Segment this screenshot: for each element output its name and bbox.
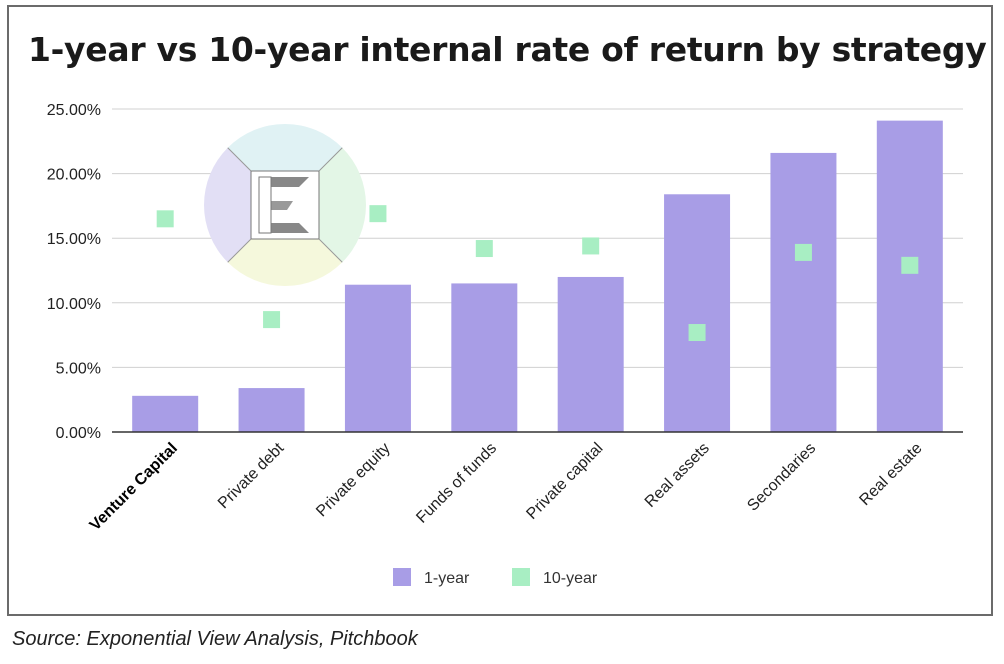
y-tick-label: 25.00%: [47, 102, 101, 119]
y-tick-label: 5.00%: [56, 360, 101, 377]
bar-1year: [664, 194, 731, 432]
y-tick-label: 10.00%: [47, 296, 101, 313]
y-tick-label: 20.00%: [47, 167, 101, 184]
bar-1year: [132, 395, 199, 432]
logo-diagonal: [227, 238, 252, 263]
legend-label-10year: 10-year: [543, 570, 598, 587]
y-axis-ticks: 0.00% 5.00% 10.00% 15.00% 20.00% 25.00%: [47, 102, 101, 442]
logo-segment-right: [285, 147, 366, 263]
marker-10year: [582, 237, 600, 255]
legend-swatch-10year: [512, 568, 530, 586]
chart-title: 1-year vs 10-year internal rate of retur…: [28, 30, 987, 69]
bar-1year: [770, 152, 837, 433]
logo-diagonal: [318, 147, 343, 172]
x-axis-category-labels: Venture Capital Private debt Private equit…: [87, 439, 926, 534]
y-tick-label: 0.00%: [56, 425, 101, 442]
x-tick-label: Real estate: [856, 440, 925, 509]
source-caption: Source: Exponential View Analysis, Pitch…: [12, 628, 418, 650]
marker-10year: [263, 311, 281, 329]
x-tick-label: Real assets: [642, 440, 713, 511]
bar-1year: [876, 120, 943, 433]
y-tick-label: 15.00%: [47, 231, 101, 248]
x-tick-label: Secondaries: [744, 440, 819, 515]
x-tick-label: Private capital: [523, 440, 606, 523]
x-tick-label: Private equity: [313, 440, 394, 521]
x-tick-label: Private debt: [215, 439, 288, 512]
bar-1year: [557, 276, 624, 432]
logo-segment-top: [227, 124, 343, 205]
chart-legend: 1-year 10-year: [393, 568, 598, 587]
x-tick-label: Funds of funds: [413, 440, 500, 527]
legend-swatch-1year: [393, 568, 411, 586]
exponential-view-logo-icon: [204, 124, 366, 286]
marker-10year: [369, 205, 387, 223]
logo-segment-left: [204, 147, 285, 263]
bar-1year: [344, 284, 411, 432]
bar-1year: [451, 283, 518, 432]
series-1year-bars: [132, 120, 943, 433]
marker-10year: [794, 243, 812, 261]
logo-diagonal: [227, 147, 252, 172]
marker-10year: [688, 324, 706, 342]
legend-label-1year: 1-year: [424, 570, 470, 587]
logo-e-stem: [258, 176, 272, 234]
logo-diagonal: [318, 238, 343, 263]
marker-10year: [156, 210, 174, 228]
logo-segment-bottom: [227, 205, 343, 286]
logo-e-bar-middle: [271, 201, 293, 210]
marker-10year: [475, 240, 493, 258]
bar-1year: [238, 388, 305, 432]
marker-10year: [901, 256, 919, 274]
x-tick-label: Venture Capital: [87, 440, 181, 534]
series-10year-markers: [156, 205, 919, 342]
